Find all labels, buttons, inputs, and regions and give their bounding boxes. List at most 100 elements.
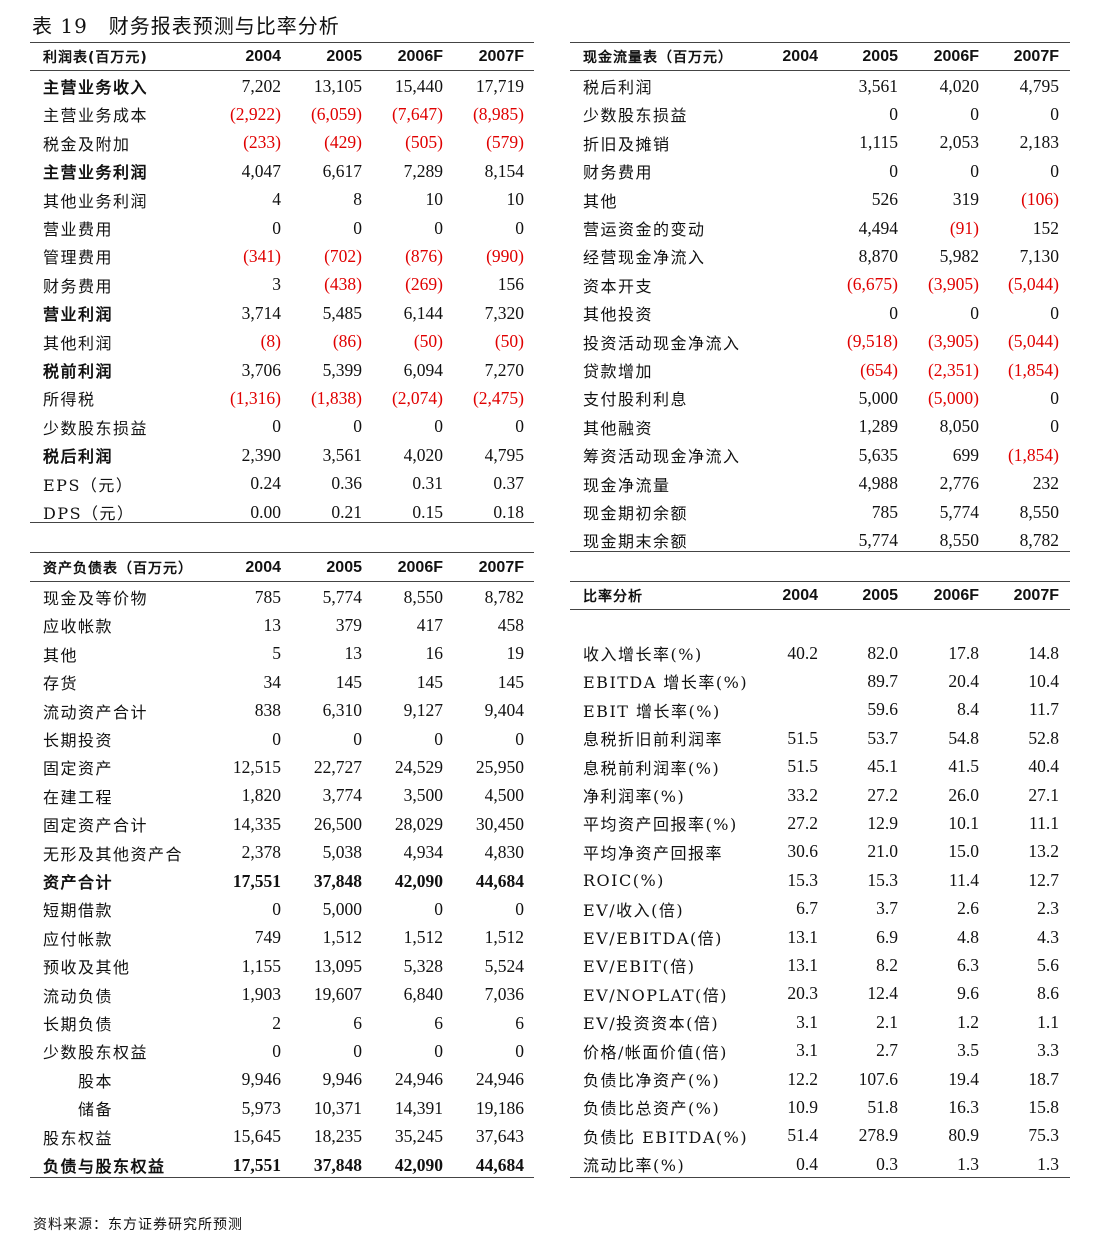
table-row: 股东权益 15,645 18,235 35,245 37,643: [30, 1123, 534, 1151]
cell-value: 785: [871, 501, 898, 522]
cell-value: 0: [1050, 160, 1059, 181]
table-row: EBIT 增长率(%) 59.6 8.4 11.7: [570, 696, 1070, 724]
row-label: 其他利润: [43, 333, 114, 353]
table-row: 负债比净资产(%) 12.2 107.6 19.4 18.7: [570, 1065, 1070, 1093]
row-label: 价格/帐面价值(倍): [583, 1042, 728, 1062]
bottom-rule: [570, 551, 1070, 552]
cell-value: 6,144: [403, 302, 443, 323]
row-label: 主营业务成本: [43, 106, 149, 126]
cell-value: 2,390: [241, 444, 281, 465]
cell-value: 0: [272, 1040, 281, 1061]
table-row: 现金期末余额 5,774 8,550 8,782: [570, 526, 1070, 554]
table-row: 财务费用 0 0 0: [570, 157, 1070, 185]
cell-value: (269): [405, 274, 443, 295]
header-year: 2004: [782, 48, 818, 65]
cell-value: 526: [871, 189, 898, 210]
cell-value: 12.4: [867, 983, 898, 1004]
cell-value: (579): [486, 132, 524, 153]
cell-value: 20.3: [787, 983, 818, 1004]
row-label: 息税前利润率(%): [583, 758, 721, 778]
cell-value: 0.4: [796, 1153, 818, 1174]
cell-value: 1,903: [241, 984, 281, 1005]
row-label: 税金及附加: [43, 134, 131, 154]
cell-value: (2,922): [229, 103, 281, 124]
cell-value: (341): [243, 245, 281, 266]
table-row: 税金及附加 (233) (429) (505) (579): [30, 129, 534, 157]
cell-value: 0: [970, 302, 979, 323]
row-label: 税后利润: [583, 78, 654, 97]
cell-value: 2,776: [939, 473, 979, 494]
cell-value: 4,047: [241, 160, 281, 181]
cell-value: 27.2: [787, 812, 818, 833]
header-row: 现金流量表（百万元） 2004 2005 2006F 2007F: [570, 44, 1070, 70]
table-row: 少数股东损益 0 0 0 0: [30, 413, 534, 441]
table-row: 现金期初余额 785 5,774 8,550: [570, 498, 1070, 526]
header-year: 2006F: [397, 558, 443, 576]
table-row: 主营业务收入 7,202 13,105 15,440 17,719: [30, 72, 534, 100]
cell-value: 15.8: [1028, 1096, 1059, 1117]
row-label: 存货: [43, 674, 79, 694]
cell-value: 5,399: [322, 359, 362, 380]
cell-value: 9,946: [322, 1069, 362, 1090]
row-label: 净利润率(%): [583, 787, 686, 806]
table-row: 其他 526 319 (106): [570, 186, 1070, 214]
cell-value: 15,645: [232, 1126, 281, 1147]
header-label: 资产负债表（百万元）: [43, 560, 193, 577]
cell-value: 5,000: [322, 898, 362, 919]
table-row: 息税前利润率(%) 51.5 45.1 41.5 40.4: [570, 753, 1070, 781]
cell-value: 278.9: [858, 1125, 898, 1146]
cell-value: 0: [272, 416, 281, 437]
table-row: 无形及其他资产合 2,378 5,038 4,934 4,830: [30, 839, 534, 867]
row-label: 在建工程: [43, 787, 114, 807]
cell-value: 1,512: [403, 927, 443, 948]
cell-value: 1,512: [322, 927, 362, 948]
cell-value: 1,820: [241, 785, 281, 806]
table-row: EV/收入(倍) 6.7 3.7 2.6 2.3: [570, 895, 1070, 923]
cell-value: 5,485: [322, 302, 362, 323]
cell-value: 27.1: [1028, 784, 1059, 805]
cell-value: 13.1: [787, 954, 818, 975]
cell-value: 0: [434, 728, 443, 749]
cell-value: (702): [324, 245, 362, 266]
cell-value: 0: [1050, 387, 1059, 408]
cell-value: 2,053: [939, 132, 979, 153]
table-row: 经营现金净流入 8,870 5,982 7,130: [570, 242, 1070, 270]
cell-value: 0: [434, 416, 443, 437]
cell-value: 1,115: [859, 132, 898, 153]
header-row: 比率分析 2004 2005 2006F 2007F: [570, 583, 1070, 609]
cell-value: 4,020: [403, 444, 443, 465]
cell-value: 27.2: [867, 784, 898, 805]
cell-value: 6: [353, 1012, 362, 1033]
row-label: 所得税: [43, 390, 96, 410]
cell-value: 59.6: [867, 699, 898, 720]
cell-value: 3,774: [322, 785, 362, 806]
cell-value: 0: [353, 728, 362, 749]
row-label: 少数股东损益: [43, 418, 149, 438]
cell-value: 51.4: [787, 1125, 818, 1146]
cell-value: (876): [405, 245, 443, 266]
header-year: 2005: [326, 558, 362, 576]
header-row: 资产负债表（百万元） 2004 2005 2006F 2007F: [30, 554, 534, 581]
cell-value: 8,550: [939, 529, 979, 550]
cell-value: 28,029: [394, 813, 443, 834]
header-year: 2007F: [1013, 587, 1059, 604]
row-label: 平均净资产回报率: [583, 843, 724, 863]
row-label: EV/NOPLAT(倍): [583, 985, 728, 1005]
table-row: 负债比 EBITDA(%) 51.4 278.9 80.9 75.3: [570, 1122, 1070, 1150]
cell-value: 8,782: [1019, 529, 1059, 550]
cell-value: 0: [515, 728, 524, 749]
header-year: 2007F: [1013, 48, 1059, 65]
row-label: 负债与股东权益: [43, 1157, 166, 1176]
cell-value: 7,036: [484, 984, 524, 1005]
cell-value: 11.7: [1029, 699, 1059, 720]
header-year: 2006F: [933, 48, 979, 65]
cell-value: 4,795: [484, 444, 524, 465]
cell-value: 4,500: [484, 785, 524, 806]
cell-value: 4,494: [858, 217, 898, 238]
cell-value: 6: [515, 1012, 524, 1033]
cell-value: 3,561: [322, 444, 362, 465]
cell-value: 25,950: [475, 756, 524, 777]
table-row: 其他投资 0 0 0: [570, 299, 1070, 327]
cell-value: 0.18: [493, 501, 524, 522]
cell-value: 14,335: [232, 813, 281, 834]
